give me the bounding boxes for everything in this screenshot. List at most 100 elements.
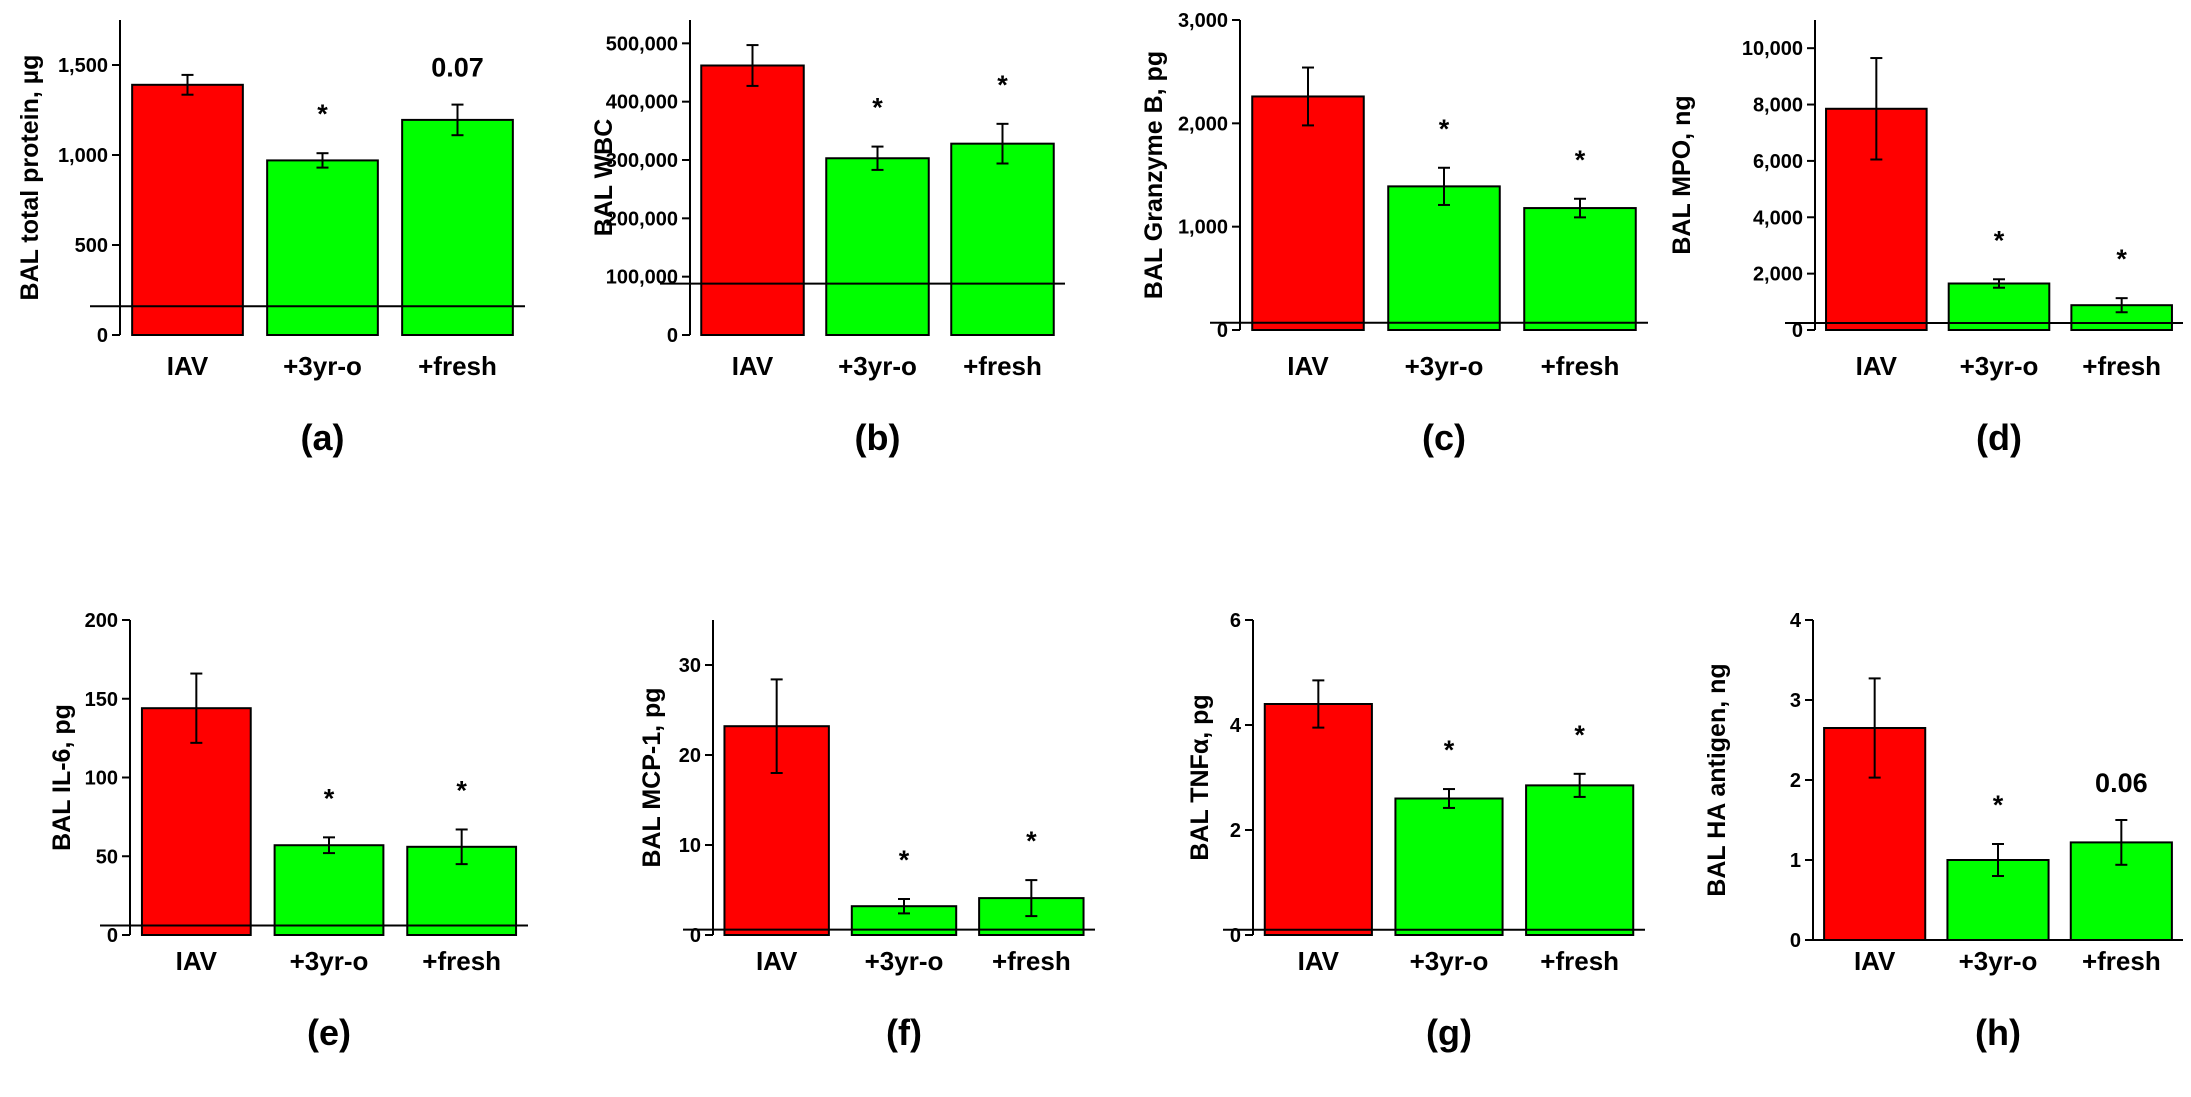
y-tick-label: 0 (690, 925, 701, 947)
bar-iav (131, 83, 244, 336)
p-value-label: 0.06 (2095, 768, 2148, 798)
bar-3yro (1394, 797, 1504, 936)
y-axis-title: BAL IL-6, pg (48, 704, 76, 851)
significance-star: * (456, 775, 467, 805)
x-category-label: IAV (1856, 351, 1898, 381)
x-category-label: +fresh (418, 351, 497, 381)
y-tick-label: 30 (679, 655, 701, 677)
bar-fresh (401, 118, 514, 337)
chart-panel-5: 0 50 100 150 200 BAL IL-6, pg IAV * +3yr-o * +fres… (48, 610, 528, 1053)
bar-fresh (950, 142, 1055, 336)
significance-star: * (1993, 790, 2004, 820)
y-tick-label: 200,000 (606, 208, 678, 230)
x-category-label: IAV (1287, 351, 1329, 381)
bar-fresh (1523, 207, 1637, 331)
x-category-label: +fresh (422, 946, 501, 976)
significance-star: * (1439, 114, 1450, 144)
y-tick-label: 0 (1790, 930, 1801, 952)
panel-label: (h) (1975, 1012, 2021, 1053)
x-category-label: +fresh (992, 946, 1071, 976)
y-tick-label: 0 (1217, 320, 1228, 342)
x-category-label: +3yr-o (1960, 351, 2039, 381)
y-tick-label: 50 (96, 846, 118, 868)
panel-label: (b) (855, 417, 901, 458)
y-tick-label: 0 (1230, 925, 1241, 947)
x-category-label: IAV (167, 351, 209, 381)
y-axis-title: BAL total protein, µg (16, 55, 44, 301)
x-category-label: IAV (732, 351, 774, 381)
x-category-label: +3yr-o (1405, 351, 1484, 381)
significance-star: * (317, 99, 328, 129)
y-tick-label: 4 (1230, 715, 1242, 737)
y-tick-label: 1 (1790, 850, 1801, 872)
y-tick-label: 500,000 (606, 33, 678, 55)
significance-star: * (1994, 225, 2005, 255)
chart-panel-4: 0 2,000 4,000 6,000 8,000 10,000 BAL MPO, ng IA… (1668, 20, 2183, 458)
x-category-label: +3yr-o (865, 946, 944, 976)
y-tick-label: 100,000 (606, 267, 678, 289)
significance-star: * (1574, 720, 1585, 750)
bar-iav (700, 64, 805, 336)
bar-3yro (266, 159, 379, 336)
panel-label: (g) (1426, 1012, 1472, 1053)
y-tick-label: 10,000 (1742, 38, 1803, 60)
panel-label: (c) (1422, 417, 1466, 458)
y-tick-label: 2,000 (1178, 113, 1228, 135)
chart-panel-3: 0 1,000 2,000 3,000 BAL Granzyme B, pg IAV * +3… (1140, 10, 1648, 458)
x-category-label: +fresh (1540, 946, 1619, 976)
x-category-label: +fresh (963, 351, 1042, 381)
x-category-label: +3yr-o (1410, 946, 1489, 976)
y-tick-label: 2 (1230, 820, 1241, 842)
y-axis-title: BAL TNFα, pg (1186, 694, 1214, 860)
y-tick-label: 400,000 (606, 92, 678, 114)
y-tick-label: 10 (679, 835, 701, 857)
y-axis-title: BAL HA antigen, ng (1703, 663, 1731, 896)
y-tick-label: 2,000 (1753, 264, 1803, 286)
bar-iav (140, 707, 252, 937)
y-tick-label: 0 (107, 925, 118, 947)
x-category-label: +3yr-o (290, 946, 369, 976)
y-tick-label: 200 (85, 610, 118, 632)
panel-label: (a) (301, 417, 345, 458)
chart-panel-8: 0 1 2 3 4 BAL HA antigen, ng IAV * +3yr-o 0.06 +fr… (1703, 610, 2183, 1053)
y-tick-label: 500 (75, 235, 108, 257)
bar-iav (1251, 95, 1365, 332)
y-axis-title: BAL Granzyme B, pg (1140, 51, 1168, 299)
x-category-label: IAV (176, 946, 218, 976)
y-tick-label: 300,000 (606, 150, 678, 172)
y-tick-label: 1,000 (58, 145, 108, 167)
x-category-label: +fresh (2082, 351, 2161, 381)
y-tick-label: 3,000 (1178, 10, 1228, 32)
y-tick-label: 6,000 (1753, 151, 1803, 173)
significance-star: * (872, 93, 883, 123)
y-axis-title: BAL MPO, ng (1668, 95, 1696, 254)
y-tick-label: 100 (85, 768, 118, 790)
y-tick-label: 1,000 (1178, 217, 1228, 239)
chart-panel-2: 0 100,000 200,000 300,000 400,000 500,000 BAL … (590, 20, 1065, 458)
x-category-label: IAV (756, 946, 798, 976)
y-tick-label: 0 (667, 325, 678, 347)
y-tick-label: 0 (97, 325, 108, 347)
x-category-label: +3yr-o (838, 351, 917, 381)
significance-star: * (1444, 735, 1455, 765)
panel-label: (e) (307, 1012, 351, 1053)
significance-star: * (1026, 826, 1037, 856)
bar-fresh (1525, 784, 1635, 936)
chart-panel-6: 0 10 20 30 BAL MCP-1, pg IAV * +3yr-o * +fresh (f) (638, 620, 1095, 1053)
significance-star: * (2116, 244, 2127, 274)
bar-3yro (273, 844, 385, 936)
significance-star: * (324, 783, 335, 813)
chart-panel-7: 0 2 4 6 BAL TNFα, pg IAV * +3yr-o * +fresh (g) (1186, 610, 1645, 1053)
y-tick-label: 150 (85, 689, 118, 711)
y-tick-label: 20 (679, 745, 701, 767)
y-tick-label: 1,500 (58, 55, 108, 77)
x-category-label: IAV (1298, 946, 1340, 976)
chart-panel-1: 0 500 1,000 1,500 BAL total protein, µg IAV * +… (16, 20, 525, 458)
x-category-label: IAV (1854, 946, 1896, 976)
p-value-label: 0.07 (431, 53, 484, 83)
significance-star: * (899, 845, 910, 875)
x-category-label: +fresh (2082, 946, 2161, 976)
x-category-label: +3yr-o (283, 351, 362, 381)
bar-3yro (1387, 185, 1501, 331)
